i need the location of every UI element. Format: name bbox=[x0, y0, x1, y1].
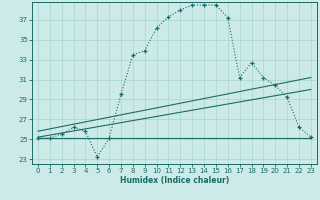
X-axis label: Humidex (Indice chaleur): Humidex (Indice chaleur) bbox=[120, 176, 229, 185]
